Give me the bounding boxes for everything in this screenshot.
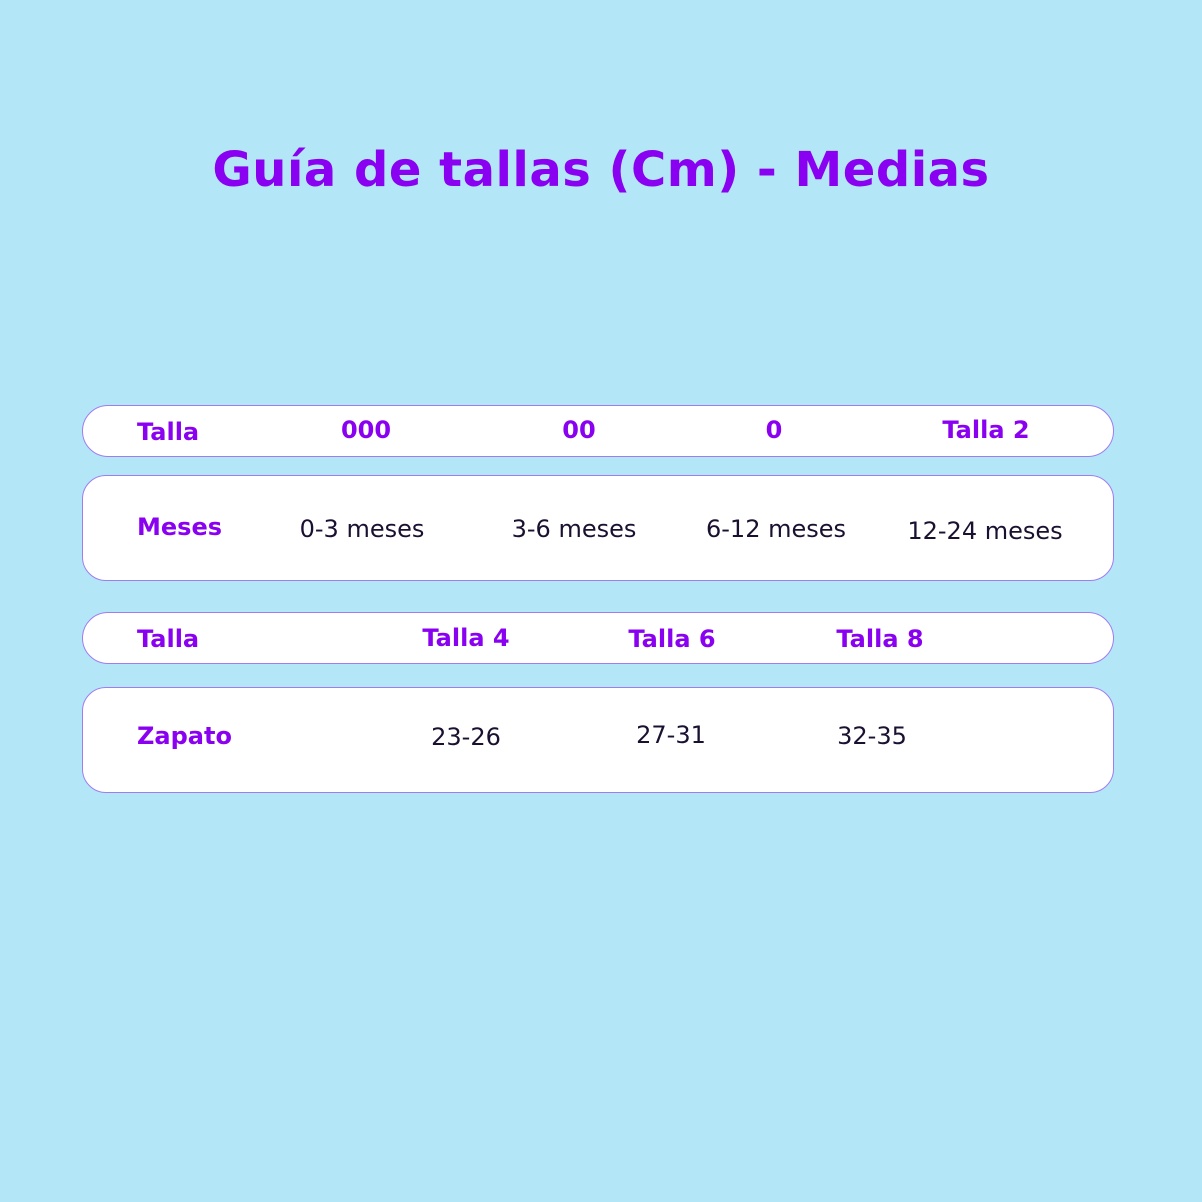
row-cell: 32-35 [837, 722, 907, 750]
row-label: Meses [137, 513, 223, 541]
row-cell: 12-24 meses [907, 517, 1063, 545]
page-title: Guía de tallas (Cm) - Medias [212, 142, 990, 198]
row-cell: 23-26 [431, 723, 501, 751]
row-cell: 0-3 meses [299, 515, 425, 543]
header-cell: Talla 8 [836, 625, 924, 653]
header-cell: Talla 6 [628, 625, 716, 653]
table2-header-row [82, 612, 1114, 664]
row-cell: 6-12 meses [705, 515, 847, 543]
header-label: Talla [137, 625, 200, 653]
header-cell: 0 [765, 416, 783, 444]
header-cell: 000 [340, 416, 392, 444]
table2-shoe-row [82, 687, 1114, 793]
row-cell: 3-6 meses [511, 515, 637, 543]
header-cell: Talla 2 [942, 416, 1030, 444]
table1-header-row [82, 405, 1114, 457]
row-cell: 27-31 [636, 721, 706, 749]
table1-months-row [82, 475, 1114, 581]
header-label: Talla [137, 418, 200, 446]
header-cell: 00 [562, 416, 596, 444]
header-cell: Talla 4 [422, 624, 510, 652]
row-label: Zapato [137, 722, 232, 750]
